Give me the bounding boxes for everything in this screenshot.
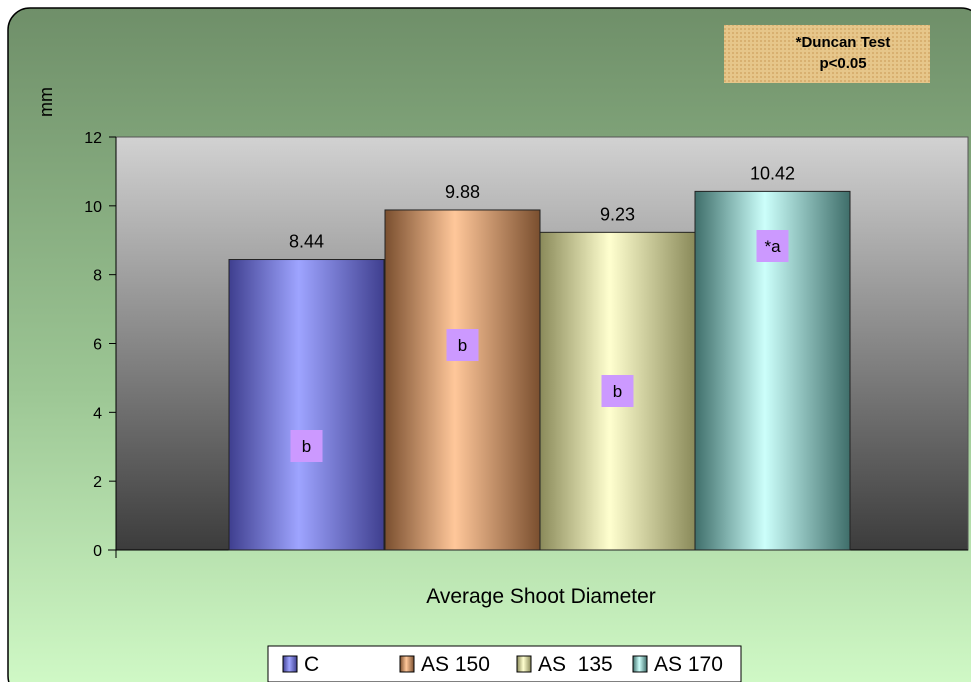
group-label-box — [446, 329, 479, 361]
y-tick-label: 6 — [93, 337, 102, 354]
legend-label: AS 170 — [654, 653, 723, 676]
significance-note: *Duncan Test p<0.05 — [724, 25, 930, 83]
y-tick-label: 4 — [93, 405, 102, 422]
legend-swatch — [399, 655, 415, 673]
legend: C AS 150 AS 135 AS 170 — [267, 645, 742, 682]
group-label-box — [601, 375, 634, 407]
legend-label: AS 150 — [421, 653, 490, 676]
legend-label: AS 135 — [538, 653, 613, 676]
legend-swatch — [632, 655, 648, 673]
y-tick-label: 10 — [84, 199, 102, 216]
bar-value-label: 10.42 — [750, 163, 795, 183]
bar-value-label: 8.44 — [289, 232, 324, 252]
bar-c — [228, 259, 385, 551]
y-tick-label: 0 — [93, 543, 102, 560]
group-label-box — [290, 430, 323, 462]
note-line-2: p<0.05 — [819, 55, 866, 72]
x-axis-label: Average Shoot Diameter — [426, 585, 656, 608]
group-label-box — [756, 230, 789, 262]
y-tick-label: 8 — [93, 268, 102, 285]
y-tick-label: 12 — [84, 130, 102, 147]
bar-value-label: 9.88 — [445, 182, 480, 202]
y-tick-label: 2 — [93, 474, 102, 491]
y-axis-label: mm — [36, 87, 56, 117]
bar-as-150 — [384, 209, 541, 551]
group-label: *a — [764, 237, 781, 256]
bar-value-label: 9.23 — [600, 204, 635, 224]
group-label: b — [458, 336, 467, 355]
legend-swatch — [516, 655, 532, 673]
group-label: b — [302, 437, 311, 456]
note-line-1: *Duncan Test — [796, 34, 891, 51]
legend-label: C — [304, 653, 319, 676]
group-label: b — [613, 382, 622, 401]
legend-swatch — [282, 655, 298, 673]
bars: 8.44 b 9.88 b 9.23 b 10.42 *a — [228, 163, 851, 551]
legend-box — [267, 645, 742, 682]
